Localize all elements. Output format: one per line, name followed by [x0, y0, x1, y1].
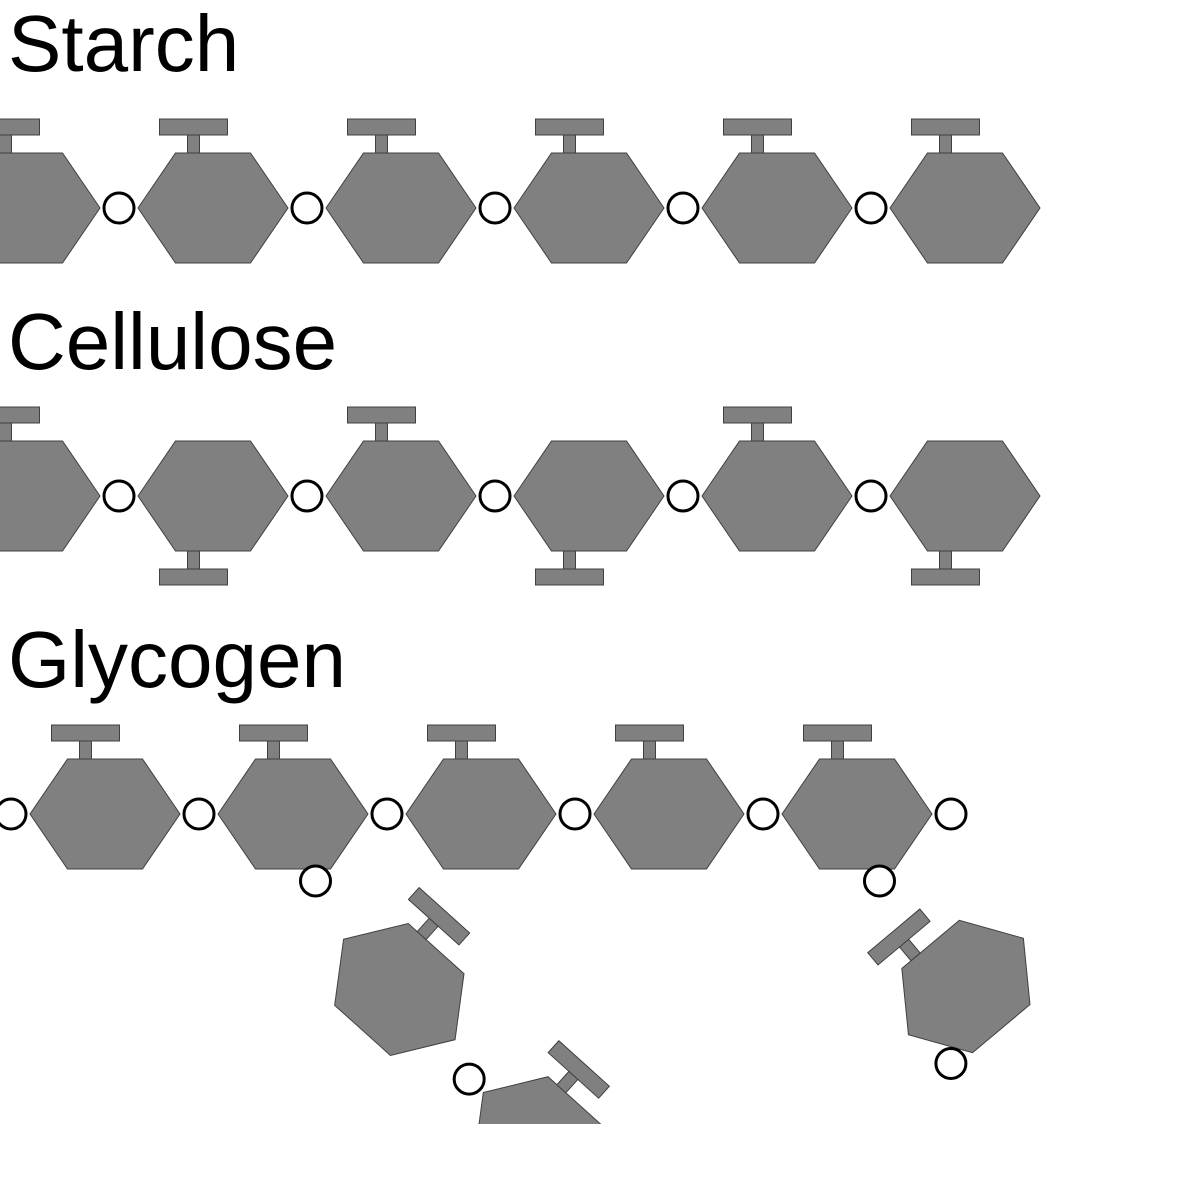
glycosidic-link — [560, 799, 590, 829]
monomer-unit — [514, 441, 664, 585]
monomer-unit — [702, 407, 852, 551]
glycosidic-link — [480, 193, 510, 223]
monomer-unit — [594, 725, 744, 869]
monomer-unit — [138, 441, 288, 585]
glycosidic-link — [748, 799, 778, 829]
glycosidic-link — [480, 481, 510, 511]
label-starch: Starch — [0, 0, 1200, 88]
glycosidic-link — [856, 193, 886, 223]
monomer-unit — [890, 441, 1040, 585]
glycosidic-link — [372, 799, 402, 829]
monomer-unit — [326, 407, 476, 551]
glycosidic-link — [292, 481, 322, 511]
glycosidic-link — [184, 799, 214, 829]
monomer-unit — [702, 119, 852, 263]
monomer-unit — [782, 725, 932, 869]
monomer-unit — [138, 119, 288, 263]
label-cellulose: Cellulose — [0, 298, 1200, 386]
glycosidic-link — [668, 193, 698, 223]
monomer-unit — [30, 725, 180, 869]
monomer-unit — [0, 407, 100, 551]
monomer-unit — [514, 119, 664, 263]
monomer-unit — [326, 119, 476, 263]
glycosidic-link — [292, 193, 322, 223]
label-glycogen: Glycogen — [0, 616, 1200, 704]
monomer-unit-branch — [851, 870, 1058, 1077]
starch-diagram — [0, 88, 1200, 298]
monomer-unit — [218, 725, 368, 869]
glycosidic-link — [668, 481, 698, 511]
monomer-unit-branch — [307, 873, 515, 1080]
glycogen-diagram — [0, 704, 1200, 1124]
glycosidic-link — [104, 481, 134, 511]
monomer-unit — [406, 725, 556, 869]
glycosidic-link — [104, 193, 134, 223]
cellulose-diagram — [0, 386, 1200, 616]
monomer-unit — [0, 119, 100, 263]
glycosidic-link — [856, 481, 886, 511]
monomer-unit — [890, 119, 1040, 263]
